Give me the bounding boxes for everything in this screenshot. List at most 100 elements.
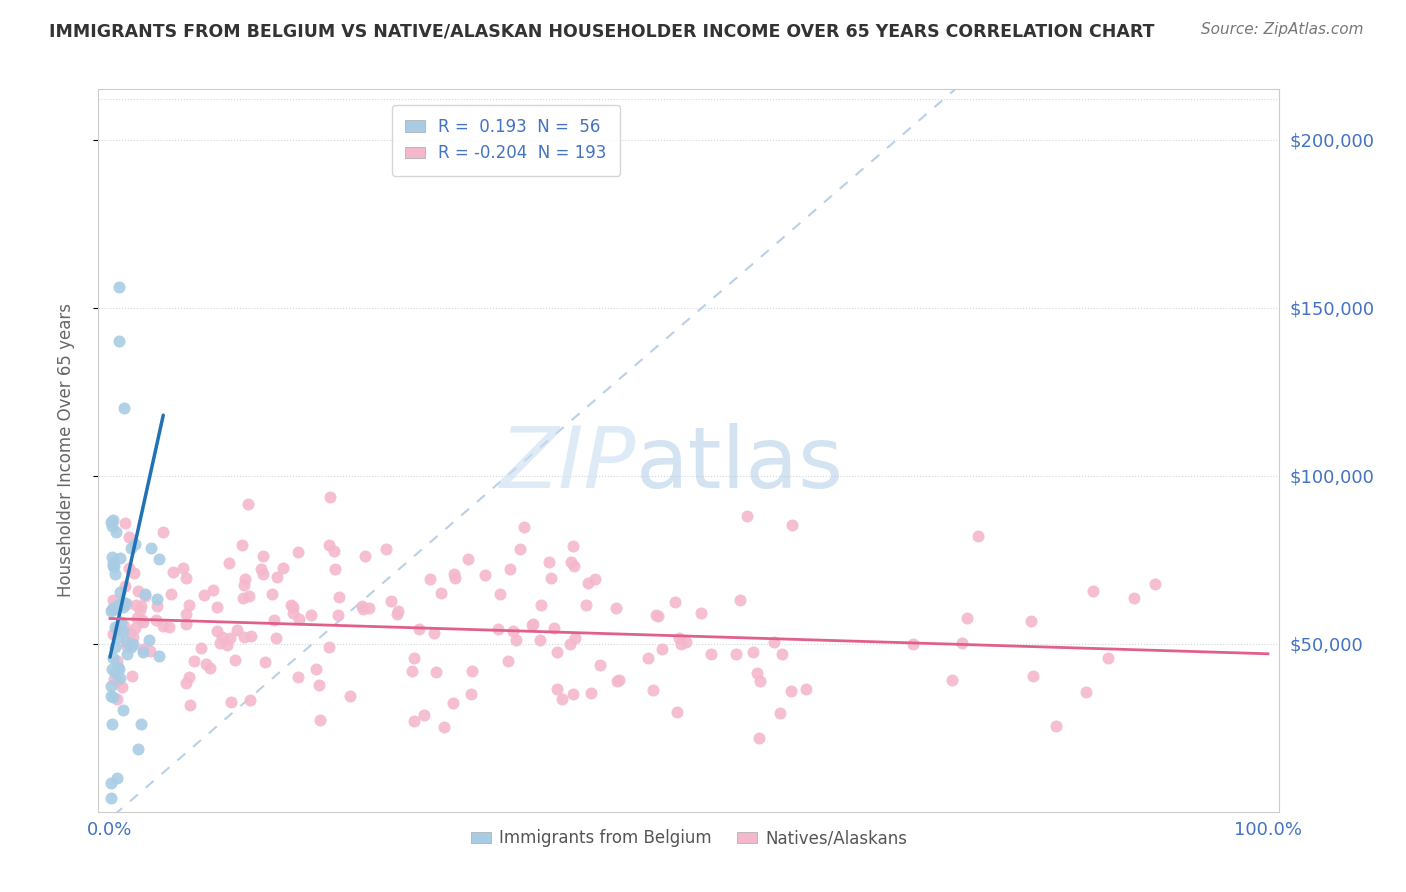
Point [183,654,205,668]
Point [108,585,131,599]
Point [112,401,135,416]
Point [281,607,304,621]
Point [108,334,131,349]
Point [122,637,145,651]
Point [538,555,561,569]
Point [664,594,686,608]
Point [145,613,167,627]
Point [1097,651,1119,665]
Point [101,717,124,731]
Point [174,617,197,632]
Point [193,588,215,602]
Point [111,599,134,614]
Point [105,691,128,706]
Point [111,680,134,694]
Point [323,544,346,558]
Point [112,618,135,632]
Point [564,558,586,573]
Point [122,630,145,644]
Point [558,637,581,651]
Point [512,520,534,534]
Point [748,731,770,746]
Point [562,539,585,553]
Point [131,615,153,629]
Point [124,621,146,635]
Point [111,598,134,612]
Point [287,670,309,684]
Point [318,640,340,654]
Point [583,572,606,586]
Point [457,552,479,566]
Point [108,662,131,676]
Point [404,650,426,665]
Point [253,655,276,669]
Point [100,604,122,618]
Point [318,490,340,504]
Point [252,549,274,564]
Point [152,618,174,632]
Point [105,771,128,785]
Point [671,637,693,651]
Point [529,598,551,612]
Point [107,598,129,612]
Point [287,545,309,559]
Point [575,598,598,612]
Point [735,508,758,523]
Point [118,531,141,545]
Point [328,590,350,604]
Point [101,627,124,641]
Point [540,570,562,584]
Point [668,631,690,645]
Point [127,611,149,625]
Point [148,649,170,664]
Point [125,599,148,613]
Point [103,559,125,574]
Point [280,598,302,612]
Point [374,542,396,557]
Point [543,621,565,635]
Point [207,600,229,615]
Point [115,638,138,652]
Point [129,717,152,731]
Point [121,668,143,682]
Point [104,602,127,616]
Point [104,620,127,634]
Point [101,550,124,565]
Point [461,664,484,678]
Point [675,635,697,649]
Point [502,624,524,639]
Point [239,629,262,643]
Point [132,642,155,657]
Point [1022,669,1045,683]
Point [252,566,274,581]
Point [605,601,627,615]
Point [129,603,152,617]
Point [339,690,361,704]
Point [179,698,201,712]
Point [647,608,669,623]
Point [350,599,373,613]
Point [308,713,330,727]
Point [112,703,135,717]
Point [211,631,233,645]
Point [725,647,748,661]
Point [107,630,129,644]
Text: ZIP: ZIP [499,424,636,507]
Point [1074,684,1097,698]
Point [408,623,430,637]
Point [380,594,402,608]
Point [152,525,174,540]
Point [103,558,125,573]
Point [308,678,330,692]
Point [101,601,124,615]
Point [441,696,464,710]
Legend: Immigrants from Belgium, Natives/Alaskans: Immigrants from Belgium, Natives/Alaskan… [464,822,914,854]
Point [666,705,689,719]
Point [609,673,631,687]
Point [769,706,792,721]
Point [283,599,305,614]
Point [505,632,527,647]
Text: atlas: atlas [636,424,844,507]
Point [120,625,142,640]
Point [208,636,231,650]
